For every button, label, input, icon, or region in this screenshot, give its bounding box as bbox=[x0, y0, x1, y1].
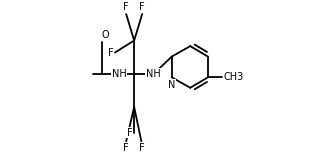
Text: F: F bbox=[139, 143, 144, 153]
Text: F: F bbox=[123, 143, 129, 153]
Text: NH: NH bbox=[111, 69, 126, 79]
Text: F: F bbox=[123, 2, 129, 12]
Text: F: F bbox=[108, 48, 113, 58]
Text: NH: NH bbox=[146, 69, 161, 79]
Text: O: O bbox=[101, 30, 109, 40]
Text: F: F bbox=[127, 128, 133, 138]
Text: N: N bbox=[168, 80, 175, 90]
Text: F: F bbox=[139, 2, 145, 12]
Text: CH3: CH3 bbox=[224, 72, 244, 82]
